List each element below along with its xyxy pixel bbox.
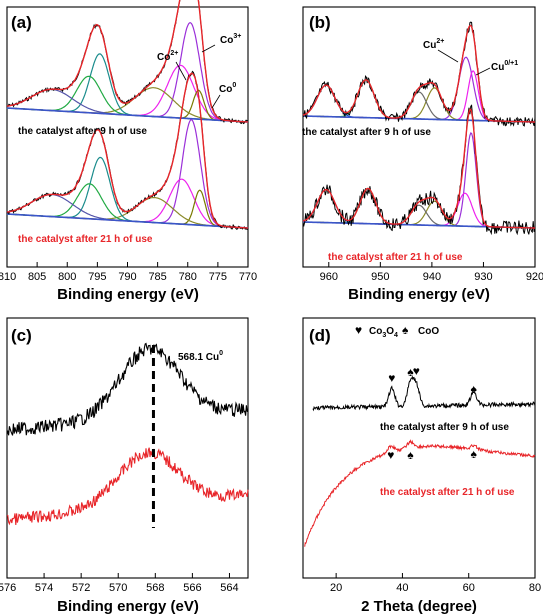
panel-b-frame: [302, 6, 536, 268]
spade-marker-icon-1-1: ♠: [407, 448, 414, 462]
spectrum-0-fit: [6, 0, 249, 123]
x-tick-label-40: 40: [396, 582, 408, 594]
xrd-series-21h: [304, 439, 536, 547]
panel-b-plot-area: [302, 21, 536, 236]
panel-a-label: (a): [11, 13, 32, 32]
spade-marker-icon-0-1: ♠: [407, 365, 414, 379]
panel-b: (b) Cu2+ Cu0/+1 the catalyst after 9 h o…: [302, 6, 543, 303]
heart-icon: ♥: [355, 323, 362, 337]
x-tick-label-568: 568: [146, 582, 164, 594]
heart-marker-icon-0-0: ♥: [388, 371, 395, 385]
panel-a-xlabel: Binding energy (eV): [57, 286, 199, 303]
x-tick-label-574: 574: [35, 582, 53, 594]
x-tick-label-770: 770: [239, 271, 257, 283]
panel-a-plot-area: [6, 0, 249, 230]
panel-a: (a) Co3+ Co2+ Co0 the catalyst after 9 h…: [0, 0, 257, 303]
cu0-568-label: 568.1 Cu0: [178, 350, 223, 363]
panel-c-x-axis: 576 574 572 570 568 566 564: [0, 573, 239, 594]
panel-d-label: (d): [309, 326, 331, 345]
legend-co3o4: Co3O4: [369, 326, 398, 339]
panel-a-label-21h: the catalyst after 21 h of use: [18, 234, 153, 245]
spectrum-0-fit: [302, 24, 535, 123]
spectrum-1-baseline: [6, 213, 249, 229]
x-tick-label-80: 80: [529, 582, 541, 594]
panel-c-label: (c): [11, 326, 32, 345]
x-tick-label-780: 780: [179, 271, 197, 283]
x-tick-label-800: 800: [58, 271, 76, 283]
panel-a-label-9h: the catalyst after 9 h of use: [18, 126, 147, 137]
x-tick-label-920: 920: [526, 271, 543, 283]
x-tick-label-960: 960: [320, 271, 338, 283]
x-tick-label-805: 805: [28, 271, 46, 283]
cu2-label: Cu2+: [423, 38, 444, 51]
x-tick-label-775: 775: [209, 271, 227, 283]
x-tick-label-566: 566: [183, 582, 201, 594]
panel-b-label-9h: the catalyst after 9 h of use: [302, 127, 431, 138]
co0-label: Co0: [219, 82, 236, 95]
xps-cu-series-0: [6, 342, 249, 436]
spectrum-0-baseline: [6, 107, 249, 123]
panel-d-plot-area: ♥ ♠ ♥♠♥ ♠ ♠: [304, 364, 536, 547]
spectrum-1-raw: [302, 104, 536, 236]
xps-cu-series-1: [6, 447, 249, 526]
x-tick-label-810: 810: [0, 271, 16, 283]
spectrum-1-raw: [6, 70, 249, 230]
panel-d-x-axis: 20 40 60 80: [330, 573, 541, 594]
panel-b-label-21h: the catalyst after 21 h of use: [328, 252, 463, 263]
x-tick-label-790: 790: [118, 271, 136, 283]
panel-d-label-9h: the catalyst after 9 h of use: [380, 422, 509, 433]
x-tick-label-564: 564: [220, 582, 238, 594]
panel-d-xlabel: 2 Theta (degree): [361, 598, 477, 615]
panel-a-x-axis: 810 805 800 795 790 785 780 775 770: [0, 262, 257, 283]
panel-c-xlabel: Binding energy (eV): [57, 598, 199, 615]
spectrum-0-component-4: [303, 79, 535, 123]
cu01-label: Cu0/+1: [491, 60, 518, 73]
x-tick-label-785: 785: [148, 271, 166, 283]
co2-label: Co2+: [157, 50, 178, 63]
panel-c: (c) 568.1 Cu0 576 574 572 570 568 566 564 Bind…: [0, 317, 249, 615]
heart-marker-icon-0-2: ♥: [413, 364, 420, 378]
panel-b-label: (b): [309, 13, 331, 32]
panel-b-xlabel: Binding energy (eV): [348, 286, 490, 303]
x-tick-label-572: 572: [72, 582, 90, 594]
spade-marker-icon-1-2: ♠: [470, 447, 477, 461]
panel-d-label-21h: the catalyst after 21 h of use: [380, 487, 515, 498]
x-tick-label-570: 570: [109, 582, 127, 594]
spade-icon: ♠: [402, 323, 409, 337]
spectrum-1-fit: [302, 108, 535, 229]
x-tick-label-930: 930: [474, 271, 492, 283]
x-tick-label-795: 795: [88, 271, 106, 283]
panel-a-frame: [6, 6, 249, 268]
x-tick-label-20: 20: [330, 582, 342, 594]
co3-label: Co3+: [220, 33, 241, 46]
spectrum-1-fit: [6, 72, 249, 229]
x-tick-label-940: 940: [423, 271, 441, 283]
panel-b-x-axis: 960 950 940 930 920: [320, 262, 543, 283]
panel-d: (d) ♥ Co3O4 ♠ CoO ♥ ♠ ♥♠♥ ♠ ♠ the catalyst a…: [302, 317, 541, 615]
x-tick-label-950: 950: [371, 271, 389, 283]
x-tick-label-60: 60: [463, 582, 475, 594]
spade-marker-icon-0-3: ♠: [470, 382, 477, 396]
xrd-series-9h: [312, 375, 536, 412]
panel-c-plot-area: [6, 342, 249, 528]
legend-coo: CoO: [418, 326, 439, 337]
panel-d-frame: [302, 317, 536, 579]
heart-marker-icon-1-0: ♥: [387, 448, 394, 462]
spectrum-0-raw: [302, 21, 536, 127]
panel-c-frame: [6, 317, 249, 579]
x-tick-label-576: 576: [0, 582, 16, 594]
